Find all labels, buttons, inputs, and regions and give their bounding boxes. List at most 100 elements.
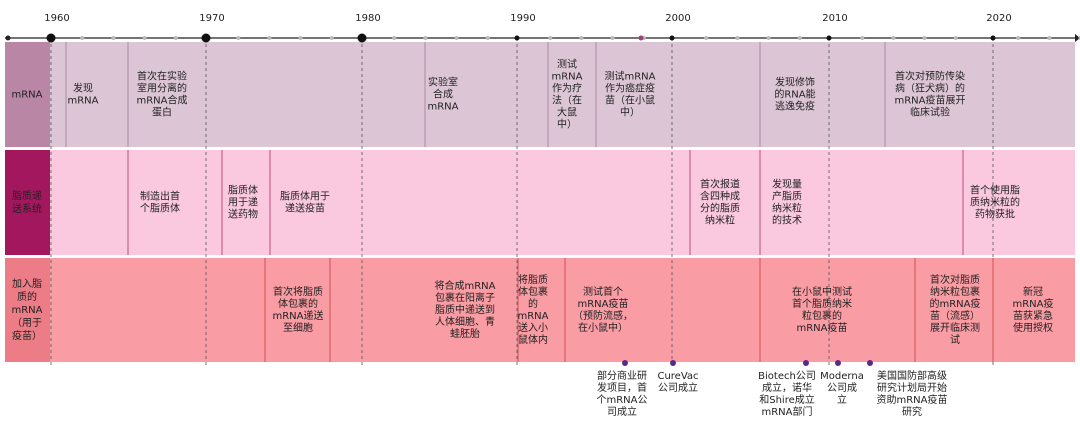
milestone-text: 公司成: [827, 382, 857, 394]
row-label-box: [5, 258, 50, 362]
event-text: 蛙胚胎: [450, 327, 480, 340]
row-label: mRNA: [11, 90, 42, 101]
year-dot: [990, 35, 996, 41]
event-text: 测试: [557, 58, 577, 71]
axis-dot: [236, 36, 241, 40]
milestone-text: CureVac: [657, 371, 698, 382]
row-label: 质的: [17, 290, 37, 303]
milestone-text: 发项目，首: [597, 381, 647, 394]
year-label: 2020: [986, 13, 1011, 24]
axis-dot: [1047, 36, 1052, 40]
milestone-text: 公司成立: [658, 381, 698, 394]
event-text: mRNA疫苗: [577, 297, 628, 310]
event-text: 苗（在小鼠: [605, 94, 655, 107]
milestone-text: 研究: [902, 405, 922, 418]
row-body: [50, 42, 1075, 147]
event-text: 鼠体内: [518, 333, 548, 346]
event-text: 药物获批: [975, 208, 1015, 221]
event-text: （预防流感，: [573, 309, 633, 322]
axis-dot: [80, 36, 85, 40]
axis-dot: [485, 36, 490, 40]
event-text: 中）: [620, 106, 640, 119]
event-text: 在小鼠中测试: [792, 285, 852, 298]
event-text: 的RNA能: [774, 88, 815, 101]
event-text: 制造出首: [140, 190, 180, 203]
event-text: 至细胞: [283, 321, 313, 334]
milestone-dot: [867, 360, 873, 366]
event-text: 将合成mRNA: [434, 279, 495, 292]
row-label: mRNA: [11, 305, 42, 316]
year-label: 1990: [510, 13, 535, 24]
event-text: 实验室: [428, 76, 458, 89]
event-text: 首次在实验: [137, 70, 187, 83]
axis-dot: [298, 36, 303, 40]
event-text: 首次对脂质: [930, 273, 980, 286]
axis-dot: [111, 36, 116, 40]
milestone-text: mRNA部门: [761, 405, 812, 418]
milestone-dot: [803, 360, 809, 366]
axis-dot: [423, 36, 428, 40]
event-text: 测试首个: [583, 285, 623, 298]
event-text: 纳米粒包裹: [930, 285, 980, 298]
event-text: 首次将脂质: [273, 285, 323, 298]
year-label: 1970: [199, 13, 224, 24]
event-text: 法（在: [552, 94, 582, 107]
event-text: 送入小: [518, 321, 548, 334]
event-text: 用于递: [228, 196, 258, 209]
event-text: mRNA疫苗: [796, 321, 847, 334]
event-text: 大鼠: [557, 106, 577, 119]
event-text: 脂质体: [228, 184, 258, 197]
event-text: 病（狂犬病）的: [895, 82, 965, 95]
event-text: 送药物: [228, 208, 258, 221]
axis-dot: [860, 36, 865, 40]
year-label: 2010: [822, 13, 847, 24]
year-dot: [514, 35, 520, 41]
axis-dot: [922, 36, 927, 40]
row-label-box: [5, 42, 50, 147]
event-text: 含四种成: [700, 190, 740, 203]
row-body: [50, 150, 1075, 255]
axis-dot: [610, 36, 615, 40]
axis-dot: [797, 36, 802, 40]
event-text: 首个使用脂: [970, 184, 1020, 197]
milestone-dot: [835, 360, 841, 366]
event-text: 作为癌症疫: [605, 82, 655, 95]
axis-dot: [173, 36, 178, 40]
milestone-text: 资助mRNA疫苗: [876, 393, 947, 406]
event-text: mRNA: [517, 311, 548, 322]
event-text: 纳米粒: [705, 214, 735, 227]
event-text: 包裹在阳离子: [435, 291, 495, 304]
axis-dot: [735, 36, 740, 40]
axis-dot: [766, 36, 771, 40]
axis-dot: [548, 36, 553, 40]
event-text: 发现修饰: [775, 76, 815, 89]
row-label-box: [5, 150, 50, 255]
event-text: 苗（流感）: [930, 309, 980, 322]
event-text: 测试mRNA: [604, 70, 655, 83]
milestone-text: Biotech公司: [758, 371, 816, 382]
event-text: mRNA: [67, 96, 98, 107]
milestone-text: 美国国防部高级: [877, 369, 947, 382]
axis-dot: [579, 36, 584, 40]
year-dot: [826, 35, 832, 41]
event-text: 逃逸免疫: [775, 100, 815, 113]
row-label: 送系统: [12, 202, 42, 215]
milestone-text: 立: [837, 393, 847, 406]
row-label: 疫苗）: [12, 329, 42, 342]
event-text: mRNA疫: [1012, 297, 1053, 310]
milestone-text: 成立，诺华: [762, 381, 812, 394]
event-text: 体包裹: [518, 285, 548, 298]
event-text: mRNA递送: [272, 309, 323, 322]
event-text: 体包裹的: [278, 297, 318, 310]
event-text: mRNA合成: [136, 94, 187, 107]
event-text: 作为疗: [552, 82, 582, 95]
event-text: 脂质中递送到: [435, 303, 495, 316]
axis-dot: [638, 35, 644, 41]
axis-dot: [454, 36, 459, 40]
year-label: 2000: [665, 13, 690, 24]
milestone-text: 部分商业研: [597, 369, 647, 382]
event-text: 递送疫苗: [285, 202, 325, 215]
event-text: 首次对预防传染: [895, 70, 965, 83]
event-text: 的mRNA疫: [929, 297, 980, 310]
